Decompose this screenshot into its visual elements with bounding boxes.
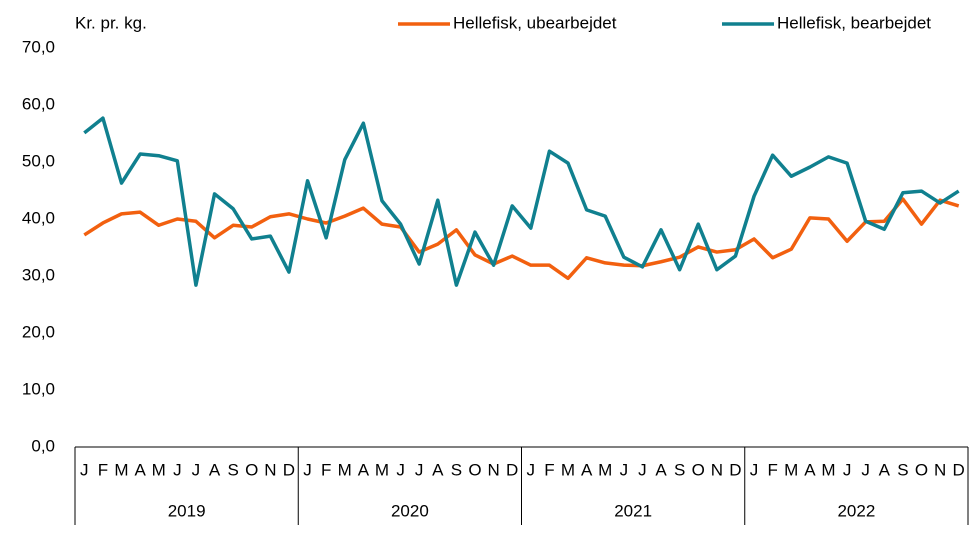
x-tick-label: D xyxy=(506,460,518,479)
y-tick-label: 10,0 xyxy=(22,379,55,398)
x-tick-label: A xyxy=(134,460,146,479)
x-tick-label: N xyxy=(264,460,276,479)
x-tick-label: J xyxy=(80,460,89,479)
group-label: 2021 xyxy=(614,501,652,520)
x-tick-label: D xyxy=(729,460,741,479)
x-tick-label: A xyxy=(358,460,370,479)
x-tick-label: A xyxy=(655,460,667,479)
y-tick-label: 30,0 xyxy=(22,265,55,284)
x-tick-label: M xyxy=(375,460,389,479)
x-tick-label: J xyxy=(750,460,759,479)
x-tick-label: M xyxy=(821,460,835,479)
y-tick-label: 60,0 xyxy=(22,94,55,113)
x-tick-label: N xyxy=(487,460,499,479)
x-tick-label: F xyxy=(98,460,108,479)
x-tick-label: O xyxy=(468,460,481,479)
x-tick-label: J xyxy=(415,460,424,479)
x-tick-label: A xyxy=(879,460,891,479)
x-tick-label: A xyxy=(804,460,816,479)
x-tick-label: O xyxy=(245,460,258,479)
x-tick-label: S xyxy=(451,460,462,479)
x-tick-label: J xyxy=(303,460,312,479)
x-tick-label: S xyxy=(227,460,238,479)
y-axis-label: Kr. pr. kg. xyxy=(75,13,147,32)
x-tick-label: N xyxy=(711,460,723,479)
x-tick-label: M xyxy=(784,460,798,479)
y-tick-label: 40,0 xyxy=(22,208,55,227)
x-tick-label: J xyxy=(620,460,629,479)
y-tick-label: 20,0 xyxy=(22,322,55,341)
x-tick-label: M xyxy=(338,460,352,479)
x-tick-label: F xyxy=(321,460,331,479)
y-tick-label: 70,0 xyxy=(22,37,55,56)
group-label: 2020 xyxy=(391,501,429,520)
x-tick-label: J xyxy=(527,460,536,479)
x-tick-label: O xyxy=(915,460,928,479)
x-tick-label: S xyxy=(674,460,685,479)
x-tick-label: A xyxy=(581,460,593,479)
x-tick-label: J xyxy=(396,460,405,479)
group-label: 2022 xyxy=(837,501,875,520)
x-tick-label: N xyxy=(934,460,946,479)
x-tick-label: J xyxy=(192,460,201,479)
y-tick-label: 0,0 xyxy=(31,436,55,455)
x-tick-label: F xyxy=(544,460,554,479)
x-tick-label: S xyxy=(897,460,908,479)
x-tick-label: M xyxy=(114,460,128,479)
x-tick-label: J xyxy=(638,460,647,479)
x-tick-label: J xyxy=(173,460,182,479)
y-tick-label: 50,0 xyxy=(22,151,55,170)
x-tick-label: D xyxy=(953,460,965,479)
group-label: 2019 xyxy=(168,501,206,520)
x-tick-label: O xyxy=(692,460,705,479)
x-tick-label: M xyxy=(598,460,612,479)
x-tick-label: F xyxy=(767,460,777,479)
legend-label: Hellefisk, bearbejdet xyxy=(777,13,931,32)
x-tick-label: J xyxy=(843,460,852,479)
legend-label: Hellefisk, ubearbejdet xyxy=(453,13,617,32)
x-tick-label: D xyxy=(283,460,295,479)
x-tick-label: M xyxy=(152,460,166,479)
line xyxy=(83,197,960,281)
line xyxy=(83,116,960,287)
x-tick-label: A xyxy=(432,460,444,479)
x-tick-label: M xyxy=(561,460,575,479)
x-tick-label: A xyxy=(209,460,221,479)
x-tick-label: J xyxy=(861,460,870,479)
